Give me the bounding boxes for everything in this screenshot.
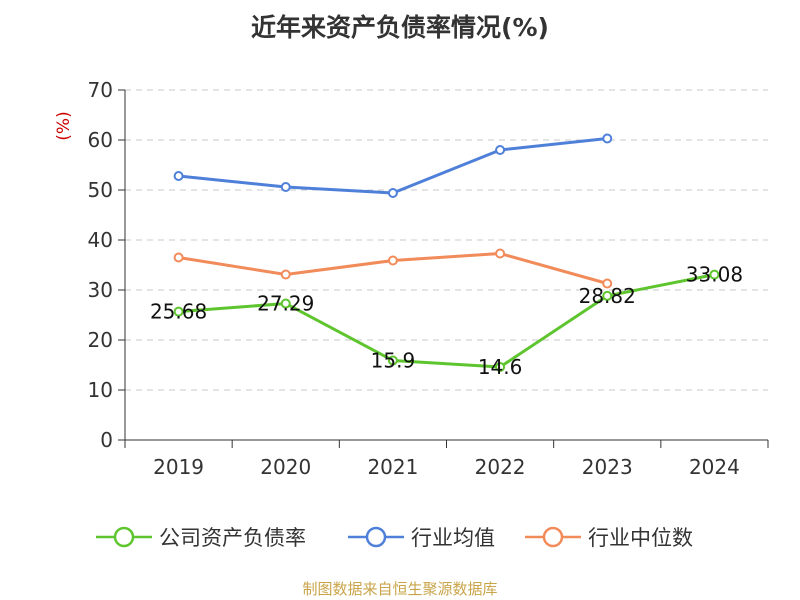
chart-title: 近年来资产负债率情况(%) xyxy=(251,13,549,42)
legend-marker xyxy=(113,526,135,548)
data-label: 33.08 xyxy=(686,263,743,287)
source-note: 制图数据来自恒生聚源数据库 xyxy=(302,580,498,598)
label-layer: 25.68 27.29 15.9 14.6 28.82 33.08 xyxy=(150,263,743,379)
legend-label: 公司资产负债率 xyxy=(159,526,306,550)
data-point xyxy=(173,171,184,181)
data-point xyxy=(280,269,291,280)
data-point xyxy=(280,298,291,309)
legend-marker xyxy=(365,526,387,548)
legend-label: 行业均值 xyxy=(411,526,495,550)
x-tick-label: 2022 xyxy=(475,455,526,479)
legend-label: 行业中位数 xyxy=(588,526,693,550)
y-tick-label: 10 xyxy=(88,378,113,402)
x-tick-label: 2023 xyxy=(582,455,633,479)
y-tick-label: 60 xyxy=(88,128,113,152)
x-tick-label: 2021 xyxy=(367,455,418,479)
legend-marker xyxy=(542,526,564,548)
data-point xyxy=(495,145,506,155)
y-tick-label: 30 xyxy=(88,278,113,302)
data-point xyxy=(387,255,398,266)
axis-layer: 0 10 20 30 40 50 60 70 (%) 2019 2020 2021 2022 2023 20… xyxy=(54,78,769,479)
data-point xyxy=(602,278,613,289)
data-label: 14.6 xyxy=(478,355,523,379)
x-tick-label: 2024 xyxy=(689,455,740,479)
data-label: 15.9 xyxy=(371,349,416,373)
data-point xyxy=(709,269,720,280)
y-tick-label: 20 xyxy=(88,328,113,352)
series-layer xyxy=(173,133,720,372)
data-point xyxy=(387,355,398,366)
data-point xyxy=(387,188,398,198)
series-line xyxy=(178,273,715,369)
data-label: 27.29 xyxy=(257,292,314,316)
x-tick-label: 2019 xyxy=(153,455,204,479)
legend: 公司资产负债率 行业均值 行业中位数 xyxy=(96,526,693,550)
data-point xyxy=(173,306,184,317)
data-point xyxy=(602,133,613,144)
y-tick-label: 50 xyxy=(88,178,113,202)
data-point xyxy=(173,252,184,263)
grid-layer xyxy=(125,89,768,391)
data-point xyxy=(495,362,506,372)
data-point xyxy=(495,248,506,259)
data-point xyxy=(602,290,613,301)
y-axis-label: (%) xyxy=(54,111,74,140)
x-tick-label: 2020 xyxy=(260,455,311,479)
y-tick-label: 40 xyxy=(88,228,113,252)
series-line xyxy=(178,137,608,195)
data-point xyxy=(280,182,291,192)
y-tick-label: 70 xyxy=(88,78,113,102)
y-tick-label: 0 xyxy=(100,428,113,452)
data-label: 28.82 xyxy=(579,284,636,308)
data-label: 25.68 xyxy=(150,300,207,324)
